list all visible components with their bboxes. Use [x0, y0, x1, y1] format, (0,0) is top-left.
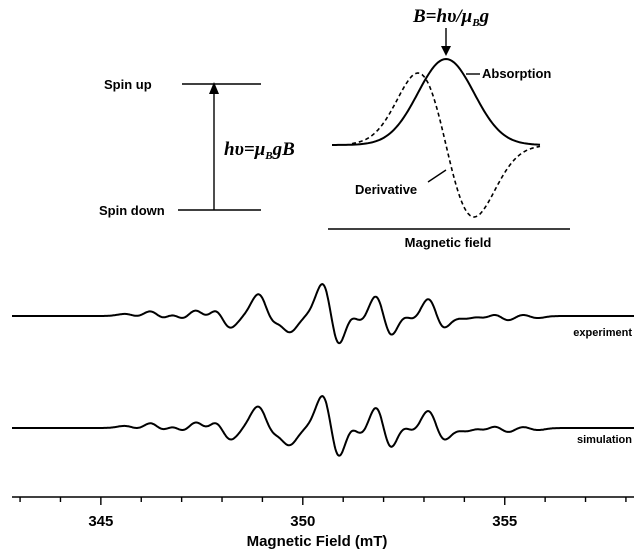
derivative-curve: [351, 72, 541, 218]
inset-axis-label: Magnetic field: [405, 235, 492, 250]
experiment-trace: [12, 283, 634, 345]
transition-arrow-head: [209, 82, 219, 94]
x-axis-ticks: 345 350 355: [19, 497, 627, 530]
absorption-curve: [332, 57, 541, 146]
derivative-label: Derivative: [355, 182, 417, 197]
transition-formula: hυ=μBgB: [224, 139, 295, 162]
resonance-arrow-head: [441, 46, 451, 56]
spin-up-label: Spin up: [104, 77, 152, 92]
resonance-formula: B=hυ/μBg: [412, 6, 489, 29]
x-tick-label: 355: [492, 513, 517, 530]
x-tick-label: 345: [88, 513, 113, 530]
lineshape-inset: B=hυ/μBg Absorption Derivative Magnetic …: [328, 6, 570, 250]
simulation-label: simulation: [577, 434, 632, 446]
energy-level-diagram: Spin up Spin down hυ=μBgB: [99, 77, 295, 218]
x-tick-label: 350: [290, 513, 315, 530]
x-axis-title: Magnetic Field (mT): [247, 533, 388, 550]
absorption-label: Absorption: [482, 66, 551, 81]
simulation-trace: [12, 395, 634, 457]
spin-down-label: Spin down: [99, 203, 165, 218]
experiment-label: experiment: [573, 327, 632, 339]
epr-spectra-chart: experiment simulation 345 350 355 Magnetic…: [12, 283, 634, 550]
derivative-leader: [427, 169, 447, 183]
